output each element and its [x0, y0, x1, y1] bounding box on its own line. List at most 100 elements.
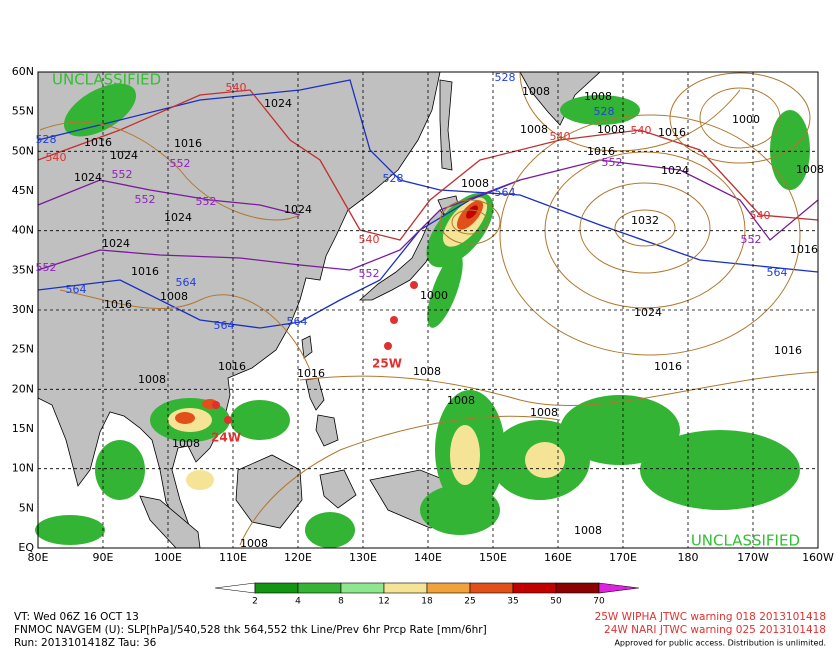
lat-label: 45N: [12, 184, 34, 197]
contour-label: 1024: [284, 203, 312, 216]
contour-label: 540: [359, 233, 380, 246]
footer-right: 25W WIPHA JTWC warning 018 2013101418: [595, 611, 826, 623]
lon-label: 100E: [154, 551, 182, 564]
footer-left: Run: 2013101418Z Tau: 36: [14, 637, 157, 649]
lat-label: 40N: [12, 224, 34, 237]
contour-label: 1000: [420, 289, 448, 302]
colorbar-tick: 70: [593, 597, 605, 607]
precip-area: [186, 470, 214, 490]
lon-label: 110E: [219, 551, 247, 564]
contour-label: 1024: [634, 306, 662, 319]
contour-label: 1008: [574, 524, 602, 537]
storm-tracks: [212, 281, 418, 424]
contour-label: 528: [36, 133, 57, 146]
lon-label: 80E: [28, 551, 49, 564]
colorbar-bin: [512, 582, 557, 594]
contour-label: 1016: [587, 145, 615, 158]
contour-label: 1016: [654, 360, 682, 373]
contour-label: 564: [287, 315, 308, 328]
colorbar-bin: [469, 582, 514, 594]
colorbar-tick: 35: [507, 597, 518, 607]
contour-label: 528: [594, 105, 615, 118]
storm-label: 24W: [211, 431, 241, 445]
contour-label: 1024: [164, 211, 192, 224]
contour-label: 564: [214, 319, 235, 332]
colorbar-tick: 50: [550, 597, 562, 607]
colorbar-bin: [340, 582, 385, 594]
contour-label: 552: [602, 156, 623, 169]
contour-label: 1024: [110, 149, 138, 162]
colorbar-tick: 18: [421, 597, 433, 607]
lat-label: 55N: [12, 105, 34, 118]
contour-label: 1008: [796, 163, 824, 176]
contour-label: 552: [741, 233, 762, 246]
contour-label: 1024: [102, 237, 130, 250]
contour-label: 1008: [447, 394, 475, 407]
lat-label: 30N: [12, 303, 34, 316]
lat-label: 60N: [12, 65, 34, 78]
lat-label: 15N: [12, 422, 34, 435]
footer-right: 24W NARI JTWC warning 025 2013101418: [604, 624, 826, 636]
precip-area: [230, 400, 290, 440]
contour-label: 1024: [74, 171, 102, 184]
contour-label: 1008: [172, 437, 200, 450]
precip-area: [525, 442, 565, 478]
precip-area: [450, 425, 480, 485]
colorbar-bin: [555, 582, 600, 594]
colorbar-under: [214, 582, 256, 594]
contour-label: 564: [176, 276, 197, 289]
contours: [37, 71, 819, 546]
graticule: [38, 72, 818, 548]
storm-label: 25W: [372, 357, 402, 371]
colorbar-tick: 4: [295, 597, 301, 607]
contour-label: 540: [46, 151, 67, 164]
contour-label: 1008: [522, 85, 550, 98]
contour-label: 1008: [530, 406, 558, 419]
precip-area: [175, 412, 195, 424]
lat-label: 5N: [19, 501, 34, 514]
contour-label: 1032: [631, 214, 659, 227]
lon-label: 90E: [93, 551, 114, 564]
lon-label: 160W: [802, 551, 834, 564]
lon-label: 130E: [349, 551, 377, 564]
colorbar-tick: 2: [252, 597, 258, 607]
lon-label: 170E: [609, 551, 637, 564]
lon-label: 120E: [284, 551, 312, 564]
colorbar-bin: [426, 582, 471, 594]
lat-label: 35N: [12, 263, 34, 276]
precip-area: [420, 485, 500, 535]
footer-left: FNMOC NAVGEM (U): SLP[hPa]/540,528 thk 5…: [14, 624, 487, 636]
colorbar-tick: 12: [378, 597, 389, 607]
contour-label: 540: [750, 209, 771, 222]
contour-label: 564: [66, 283, 87, 296]
precip-area: [95, 440, 145, 500]
contour-label: 552: [36, 261, 57, 274]
contour-label: 540: [631, 124, 652, 137]
contour-label: 528: [383, 172, 404, 185]
colorbar-bin: [254, 582, 299, 594]
contour-label: 1016: [174, 137, 202, 150]
footer-right: Approved for public access. Distribution…: [614, 639, 826, 648]
colorbar-bin: [297, 582, 342, 594]
watermark: UNCLASSIFIED: [691, 532, 800, 550]
contour-label: 1000: [732, 113, 760, 126]
colorbar-over: [598, 582, 640, 594]
lat-label: 50N: [12, 144, 34, 157]
contour-label: 552: [359, 267, 380, 280]
contour-label: 1016: [297, 367, 325, 380]
footer-left: VT: Wed 06Z 16 OCT 13: [14, 611, 139, 623]
precip-area: [63, 83, 137, 137]
contour-label: 1024: [661, 164, 689, 177]
contour-label: 1008: [240, 537, 268, 550]
contour-label: 528: [495, 71, 516, 84]
contour-label: 1016: [84, 136, 112, 149]
contour-label: 552: [112, 168, 133, 181]
contour-label: 564: [767, 266, 788, 279]
lon-label: 170W: [737, 551, 769, 564]
contour-label: 564: [495, 186, 516, 199]
lon-label: 180: [678, 551, 699, 564]
lon-label: 160E: [544, 551, 572, 564]
contour-label: 552: [135, 193, 156, 206]
precip-area: [466, 205, 478, 219]
